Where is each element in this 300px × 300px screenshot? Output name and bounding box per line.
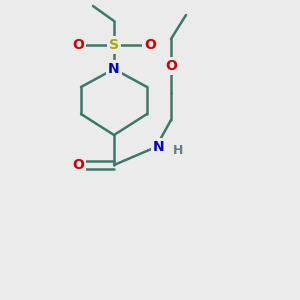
Text: H: H [173, 143, 184, 157]
Text: O: O [144, 38, 156, 52]
Text: O: O [165, 59, 177, 73]
Text: O: O [72, 38, 84, 52]
Text: O: O [72, 158, 84, 172]
Text: S: S [109, 38, 119, 52]
Text: N: N [108, 62, 120, 76]
Text: N: N [153, 140, 165, 154]
